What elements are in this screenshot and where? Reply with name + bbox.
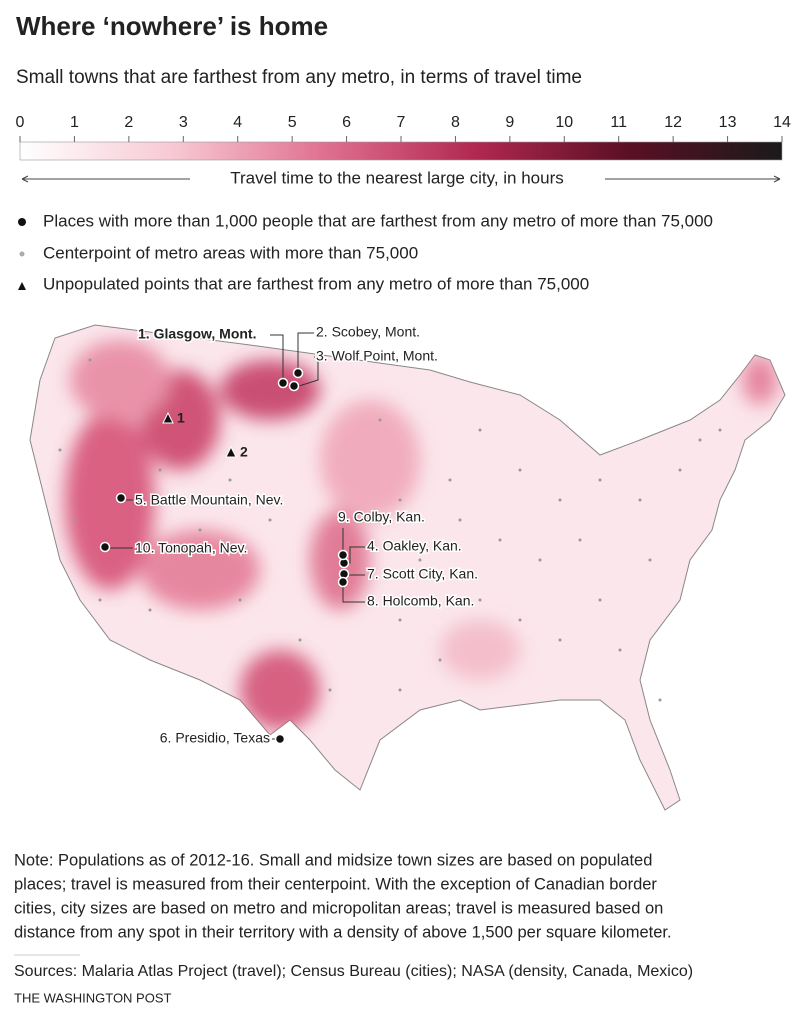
- metro-dot: [88, 358, 92, 362]
- place-label: 3. Wolf Point, Mont.: [316, 348, 438, 364]
- metro-dot: [268, 518, 272, 522]
- metro-dot: [518, 468, 522, 472]
- metro-dot: [198, 528, 202, 532]
- place-label: 7. Scott City, Kan.: [367, 566, 478, 582]
- note-line: distance from any spot in their territor…: [14, 923, 672, 941]
- subtitle: Small towns that are farthest from any m…: [16, 67, 582, 88]
- legend-item: Places with more than 1,000 people that …: [43, 211, 713, 230]
- metro-dot: [698, 438, 702, 442]
- tick-label: 5: [288, 114, 297, 131]
- metro-dot: [148, 608, 152, 612]
- tick-label: 7: [397, 114, 406, 131]
- unpopulated-triangle: [162, 411, 174, 424]
- tick-label: 9: [505, 114, 514, 131]
- metro-dot: [498, 538, 502, 542]
- tick-label: 10: [555, 114, 573, 131]
- tick-label: 1: [70, 114, 79, 131]
- tick-label: 8: [451, 114, 460, 131]
- place-dot: [337, 549, 349, 561]
- metro-dot: [438, 658, 442, 662]
- metro-dot: [658, 698, 662, 702]
- tick-label: 13: [719, 114, 737, 131]
- place-dot: [274, 733, 286, 745]
- note-line: Note: Populations as of 2012-16. Small a…: [14, 851, 652, 869]
- place-dot: [277, 377, 289, 389]
- metro-dot: [518, 618, 522, 622]
- tick-label: 4: [233, 114, 242, 131]
- metro-dot: [398, 498, 402, 502]
- tick-label: 12: [664, 114, 682, 131]
- tick-label: 0: [16, 114, 25, 131]
- title: Where ‘nowhere’ is home: [16, 11, 328, 41]
- leader-line: [297, 332, 314, 368]
- tick-label: 6: [342, 114, 351, 131]
- metro-dot: [228, 478, 232, 482]
- metro-dot: [448, 478, 452, 482]
- map: [29, 324, 786, 811]
- place-label: 5. Battle Mountain, Nev.: [135, 492, 283, 508]
- note-line: cities, city sizes are based on metro an…: [14, 899, 663, 917]
- unpopulated-triangle: [225, 445, 237, 458]
- place-dot: [99, 541, 111, 553]
- place-dot: [115, 492, 127, 504]
- metro-dot: [378, 418, 382, 422]
- metro-dot: [98, 598, 102, 602]
- metro-dot: [638, 498, 642, 502]
- note-line: places; travel is measured from their ce…: [14, 875, 657, 893]
- scale-label: Travel time to the nearest large city, i…: [230, 168, 564, 187]
- legend-triangle: [18, 282, 26, 290]
- place-label: 9. Colby, Kan.: [338, 509, 425, 525]
- metro-dot: [238, 598, 242, 602]
- place-label: 6. Presidio, Texas: [160, 730, 270, 746]
- metro-dot: [298, 638, 302, 642]
- unpopulated-label: 1: [177, 410, 185, 426]
- tick-label: 2: [124, 114, 133, 131]
- metro-dot: [58, 448, 62, 452]
- place-label: 1. Glasgow, Mont.: [138, 326, 257, 342]
- place-dot: [292, 367, 304, 379]
- sources: Sources: Malaria Atlas Project (travel);…: [14, 963, 693, 980]
- color-scale: [19, 141, 783, 161]
- place-label: 10. Tonopah, Nev.: [135, 540, 247, 556]
- legend-item: Centerpoint of metro areas with more tha…: [43, 243, 418, 262]
- legend-item: Unpopulated points that are farthest fro…: [43, 274, 589, 293]
- metro-dot: [598, 598, 602, 602]
- metro-dot: [718, 428, 722, 432]
- leader-line: [298, 356, 319, 387]
- metro-dot: [478, 428, 482, 432]
- tick-label: 3: [179, 114, 188, 131]
- metro-dot: [648, 558, 652, 562]
- leader-line: [270, 334, 284, 378]
- tick-label: 14: [773, 114, 791, 131]
- metro-dot: [558, 638, 562, 642]
- place-dot: [288, 380, 300, 392]
- metro-dot: [598, 478, 602, 482]
- place-label: 4. Oakley, Kan.: [367, 538, 462, 554]
- metro-dot: [478, 598, 482, 602]
- metro-dot: [73, 518, 77, 522]
- leader-line: [342, 587, 365, 603]
- place-label: 8. Holcomb, Kan.: [367, 593, 474, 609]
- metro-dot: [458, 518, 462, 522]
- tick-label: 11: [610, 114, 627, 131]
- place-dot: [337, 576, 349, 588]
- metro-dot: [398, 688, 402, 692]
- metro-dot: [328, 688, 332, 692]
- metro-dot: [578, 538, 582, 542]
- metro-dot: [538, 558, 542, 562]
- legend-dot: [18, 218, 26, 226]
- metro-dot: [398, 618, 402, 622]
- unpopulated-label: 2: [240, 444, 248, 460]
- metro-dot: [558, 498, 562, 502]
- metro-dot: [678, 468, 682, 472]
- metro-dot: [418, 558, 422, 562]
- leader-line: [349, 546, 365, 564]
- metro-dot: [158, 468, 162, 472]
- credit: THE WASHINGTON POST: [14, 990, 172, 1005]
- legend-dot: [19, 251, 25, 257]
- metro-dot: [618, 648, 622, 652]
- place-label: 2. Scobey, Mont.: [316, 324, 420, 340]
